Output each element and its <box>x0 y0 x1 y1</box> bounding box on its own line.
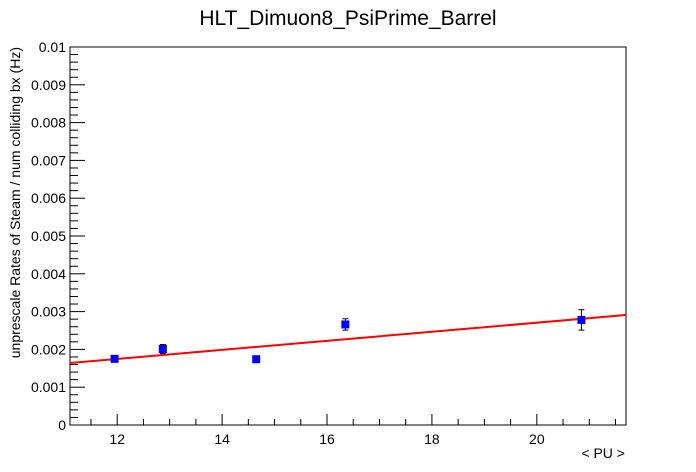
x-tick-label: 12 <box>109 431 125 447</box>
y-tick-label: 0.004 <box>31 266 66 282</box>
y-tick-label: 0.001 <box>31 379 66 395</box>
data-point <box>110 354 119 363</box>
y-tick-label: 0.008 <box>31 115 66 131</box>
data-point <box>341 320 350 329</box>
y-tick-label: 0.006 <box>31 190 66 206</box>
fit-line <box>69 314 627 365</box>
plot-frame <box>69 46 627 426</box>
data-point <box>577 315 586 324</box>
data-point <box>158 345 167 354</box>
y-tick-label: 0.007 <box>31 152 66 168</box>
y-axis-label: unprescale Rates of Steam / num collidin… <box>7 47 23 358</box>
x-tick-label: 16 <box>319 431 335 447</box>
chart-title: HLT_Dimuon8_PsiPrime_Barrel <box>199 7 496 30</box>
y-tick-label: 0 <box>58 417 66 433</box>
y-tick-label: 0.002 <box>31 341 66 357</box>
data-point <box>252 355 261 364</box>
y-tick-label: 0.003 <box>31 304 66 320</box>
x-axis-label: < PU > <box>581 445 625 461</box>
y-tick-label: 0.005 <box>31 228 66 244</box>
x-tick-label: 20 <box>529 431 545 447</box>
x-tick-label: 18 <box>424 431 440 447</box>
x-tick-label: 14 <box>214 431 230 447</box>
y-tick-label: 0.01 <box>39 39 66 55</box>
plot-area: 0 0.001 0.002 0.003 0.004 0.005 0.006 0.007 0.00… <box>31 39 627 447</box>
y-tick-label: 0.009 <box>31 77 66 93</box>
